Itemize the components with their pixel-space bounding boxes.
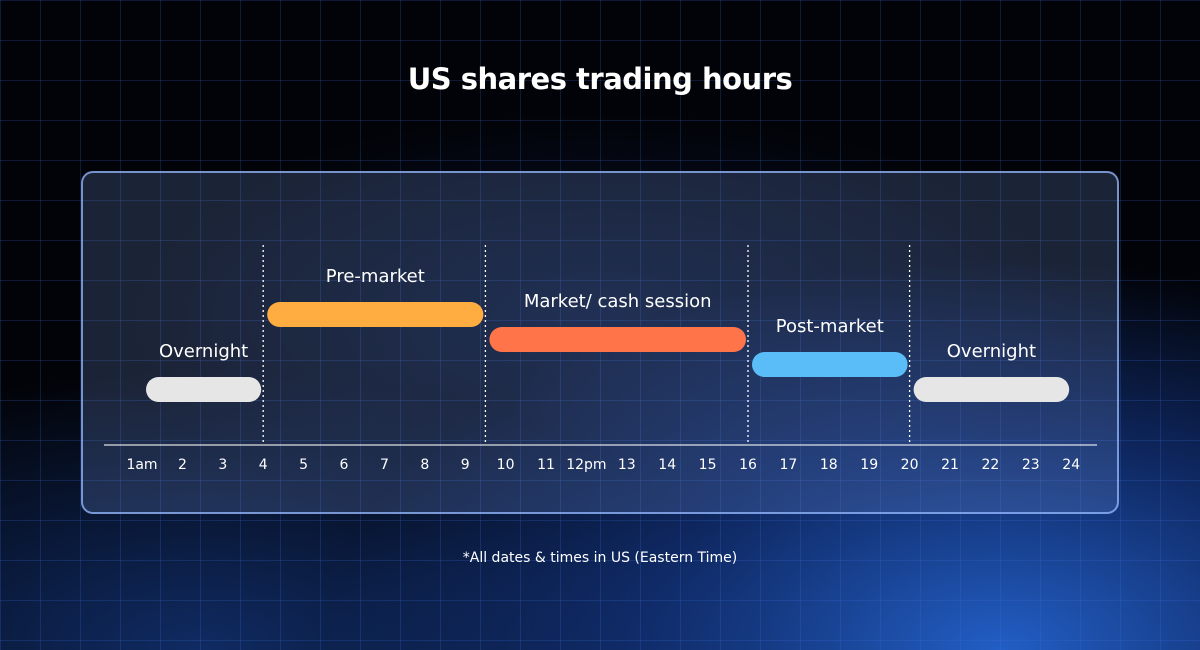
- x-tick-label: 24: [1062, 457, 1080, 473]
- x-tick-label: 4: [259, 457, 268, 473]
- x-tick-label: 15: [699, 457, 717, 473]
- x-tick-label: 1am: [126, 457, 157, 473]
- x-tick-label: 2: [178, 457, 187, 473]
- x-tick-label: 10: [497, 457, 515, 473]
- x-tick-label: 22: [981, 457, 999, 473]
- x-tick-label: 20: [901, 457, 919, 473]
- x-tick-label: 7: [380, 457, 389, 473]
- x-tick-label: 11: [537, 457, 555, 473]
- x-tick-label: 16: [739, 457, 757, 473]
- chart-title: US shares trading hours: [407, 62, 793, 96]
- x-tick-label: 3: [218, 457, 227, 473]
- x-tick-label: 17: [779, 457, 797, 473]
- x-tick-label: 14: [658, 457, 676, 473]
- session-label: Overnight: [159, 341, 248, 362]
- x-tick-label: 5: [299, 457, 308, 473]
- session-label: Pre-market: [326, 266, 425, 287]
- x-tick-label: 9: [461, 457, 470, 473]
- x-tick-label: 6: [340, 457, 349, 473]
- x-tick-label: 13: [618, 457, 636, 473]
- footnote: *All dates & times in US (Eastern Time): [462, 550, 738, 566]
- x-tick-label: 18: [820, 457, 838, 473]
- session-label: Market/ cash session: [524, 291, 712, 312]
- x-tick-label: 12pm: [566, 457, 606, 473]
- x-tick-label: 8: [420, 457, 429, 473]
- session-label: Overnight: [947, 341, 1036, 362]
- session-bar: [752, 352, 908, 377]
- session-bar: [489, 327, 746, 352]
- session-bar: [913, 377, 1070, 402]
- session-bar: [267, 302, 484, 327]
- x-tick-label: 21: [941, 457, 959, 473]
- x-tick-label: 19: [860, 457, 878, 473]
- x-tick-label: 23: [1022, 457, 1040, 473]
- session-bar: [146, 377, 262, 402]
- session-label: Post-market: [776, 316, 884, 337]
